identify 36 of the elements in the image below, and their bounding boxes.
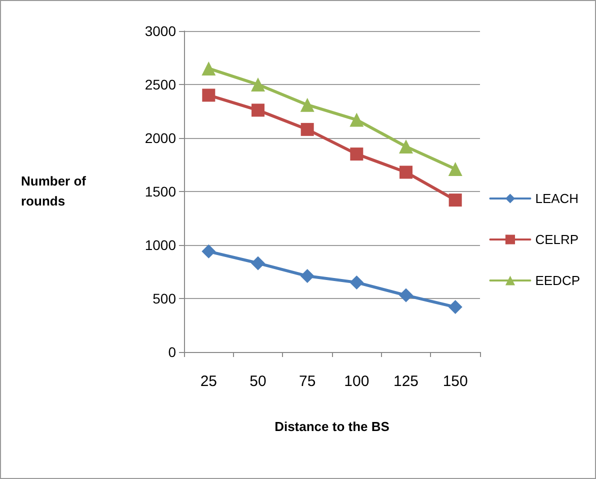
point	[202, 88, 216, 102]
point	[251, 256, 265, 270]
y-tick-label: 3000	[144, 23, 176, 39]
x-tick-label: 75	[298, 373, 316, 390]
point	[350, 112, 364, 127]
x-tick-label: 150	[442, 373, 468, 390]
x-tick-label: 100	[344, 373, 370, 390]
legend-label: CELRP	[535, 232, 579, 247]
y-tick-label: 0	[168, 344, 176, 360]
point	[300, 122, 314, 136]
x-axis-title: Distance to the BS	[274, 419, 390, 434]
point	[350, 148, 364, 161]
point	[448, 162, 462, 176]
y-axis-title: Number of rounds	[21, 174, 87, 208]
point	[399, 140, 413, 154]
point	[399, 288, 413, 302]
legend-label: EEDCP	[535, 273, 580, 288]
y-tick-label: 1000	[144, 237, 176, 253]
y-tick-label: 1500	[144, 184, 176, 200]
point	[350, 275, 364, 290]
x-tick-label: 25	[200, 373, 218, 390]
x-tick-label: 125	[393, 373, 419, 390]
point	[400, 166, 412, 179]
point	[300, 269, 314, 284]
y-tick-label: 500	[152, 290, 176, 306]
x-tick-label: 50	[250, 373, 266, 390]
point	[202, 61, 216, 76]
point	[252, 104, 264, 117]
point	[448, 300, 462, 314]
y-tick-label: 2500	[144, 76, 176, 92]
point	[448, 194, 462, 207]
legend-label: LEACH	[535, 191, 579, 206]
point	[251, 78, 265, 92]
y-tick-label: 2000	[144, 130, 176, 146]
point	[300, 98, 314, 112]
point	[202, 244, 216, 258]
